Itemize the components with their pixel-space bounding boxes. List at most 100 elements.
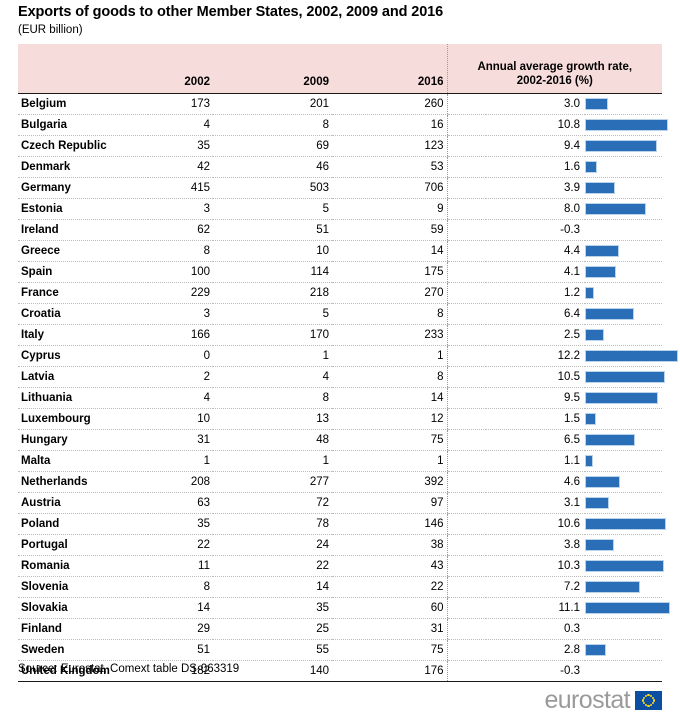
row-country-label: Cyprus [18,345,148,367]
row-growth-rate-bar-cell [585,324,663,346]
eu-flag-star [653,699,656,702]
row-country-label: Poland [18,513,148,535]
table-row: Netherlands 208 277 392 4.6 [18,471,663,493]
row-value-2009: 72 [213,492,332,514]
eurostat-logo: eurostat [544,688,662,713]
row-value-2009: 5 [213,303,332,325]
row-growth-rate-bar-cell [585,198,663,220]
row-country-label: Croatia [18,303,148,325]
growth-rate-header-line2: 2002-2016 (%) [516,74,593,87]
row-value-2016: 38 [332,534,447,556]
row-column-separator [446,660,486,682]
row-value-2016: 9 [332,198,447,220]
row-growth-rate-value: 1.6 [486,156,585,178]
row-value-2009: 8 [213,114,332,136]
row-column-separator [446,450,486,472]
row-growth-rate-bar-cell [585,177,663,199]
row-value-2009: 10 [213,240,332,262]
table-row: Bulgaria 4 8 16 10.8 [18,114,668,136]
growth-rate-header-line1: Annual average growth rate, [477,61,633,73]
data-table-container: 2002 2009 2016 Annual average growth rat… [18,44,679,682]
row-column-separator [446,408,486,430]
table-row: Croatia 3 5 8 6.4 [18,303,663,325]
row-value-2009: 170 [213,324,332,346]
row-growth-rate-value: 3.9 [486,177,585,199]
row-growth-rate-value: -0.3 [486,219,585,241]
row-column-separator [446,240,486,262]
row-country-label: Slovakia [18,597,148,619]
column-header-2016: 2016 [332,44,447,94]
table-row: Luxembourg 10 13 12 1.5 [18,408,663,430]
row-value-2002: 35 [148,135,213,157]
row-growth-rate-bar-cell [585,534,663,556]
row-value-2002: 4 [148,387,213,409]
row-value-2002: 173 [148,93,213,115]
row-growth-rate-bar-cell [585,450,663,472]
table-row: Germany 415 503 706 3.9 [18,177,663,199]
row-column-separator [446,387,486,409]
row-value-2009: 55 [213,639,332,661]
growth-rate-bar [585,245,619,257]
growth-rate-bar [585,203,647,215]
row-growth-rate-value: 1.1 [486,450,585,472]
row-column-separator [446,429,486,451]
table-row: Austria 63 72 97 3.1 [18,492,663,514]
row-value-2016: 123 [332,135,447,157]
row-growth-rate-bar-cell [585,660,663,682]
row-value-2016: 16 [332,114,447,136]
table-row: Spain 100 114 175 4.1 [18,261,663,283]
row-value-2016: 8 [332,366,447,388]
row-country-label: Greece [18,240,148,262]
table-row: Latvia 2 4 8 10.5 [18,366,666,388]
row-country-label: United Kingdom [18,660,148,682]
table-row: France 229 218 270 1.2 [18,282,663,304]
row-value-2016: 75 [332,429,447,451]
table-row: Cyprus 0 1 1 12.2 [18,345,679,367]
row-growth-rate-bar-cell [585,219,663,241]
row-value-2016: 59 [332,219,447,241]
row-value-2002: 14 [148,597,213,619]
row-value-2009: 35 [213,597,332,619]
growth-rate-bar [585,182,615,194]
table-row: Romania 11 22 43 10.3 [18,555,664,577]
row-growth-rate-bar-cell [585,429,663,451]
row-value-2016: 14 [332,240,447,262]
row-value-2002: 62 [148,219,213,241]
row-value-2002: 11 [148,555,213,577]
row-value-2009: 114 [213,261,332,283]
row-value-2002: 229 [148,282,213,304]
row-column-separator [446,471,486,493]
growth-rate-bar [585,119,668,131]
row-growth-rate-bar-cell [585,576,663,598]
row-growth-rate-bar-cell [585,513,667,535]
row-value-2002: 42 [148,156,213,178]
row-growth-rate-value: 9.4 [486,135,585,157]
row-country-label: Bulgaria [18,114,148,136]
row-growth-rate-bar-cell [585,639,663,661]
header-row: 2002 2009 2016 Annual average growth rat… [18,44,663,94]
row-value-2009: 51 [213,219,332,241]
row-country-label: Netherlands [18,471,148,493]
table-row: Greece 8 10 14 4.4 [18,240,663,262]
row-column-separator [446,345,486,367]
eu-flag-star [642,702,645,705]
row-value-2002: 2 [148,366,213,388]
row-value-2002: 22 [148,534,213,556]
table-row: Sweden 51 55 75 2.8 [18,639,663,661]
row-growth-rate-bar-cell [585,282,663,304]
row-growth-rate-bar-cell [585,492,663,514]
row-column-separator [446,597,486,619]
row-growth-rate-value: 1.2 [486,282,585,304]
row-growth-rate-value: 8.0 [486,198,585,220]
table-row: Estonia 3 5 9 8.0 [18,198,663,220]
row-value-2016: 75 [332,639,447,661]
row-column-separator [446,198,486,220]
growth-rate-bar [585,434,635,446]
row-growth-rate-value: 10.5 [486,366,585,388]
row-country-label: Romania [18,555,148,577]
row-country-label: Latvia [18,366,148,388]
table-row: Poland 35 78 146 10.6 [18,513,667,535]
row-value-2002: 3 [148,198,213,220]
table-row: Hungary 31 48 75 6.5 [18,429,663,451]
row-growth-rate-bar-cell [585,618,663,640]
